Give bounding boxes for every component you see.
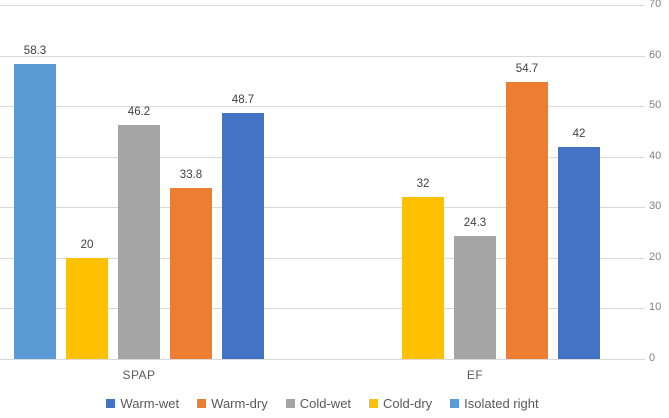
y-tick-label: 10 (649, 301, 662, 314)
gridline (0, 207, 645, 209)
y-tick-label: 60 (649, 48, 662, 61)
data-label-cold-dry-spap: 20 (80, 238, 94, 251)
category-label-ef: EF (466, 368, 484, 382)
data-label-warm-wet-spap: 48.7 (231, 93, 255, 106)
legend-swatch-icon (197, 399, 207, 408)
legend-item-cold-dry: Cold-dry (369, 396, 432, 411)
gridline (0, 5, 645, 6)
y-tick-label: 70 (649, 0, 662, 10)
bar-warm-dry-ef (506, 82, 548, 359)
gridline (0, 257, 645, 259)
bar-cold-dry-spap (66, 257, 108, 359)
x-axis-line (0, 359, 645, 360)
legend-label: Warm-dry (211, 396, 268, 411)
legend-label: Cold-wet (299, 396, 352, 411)
y-tick-label: 20 (649, 250, 662, 263)
data-label-warm-dry-spap: 33.8 (179, 169, 203, 182)
legend-swatch-icon (369, 399, 379, 408)
legend-swatch-icon (450, 399, 460, 408)
y-tick-label: 40 (649, 149, 662, 162)
gridline (0, 55, 645, 57)
legend-item-cold-wet: Cold-wet (285, 396, 352, 411)
legend-label: Isolated right (464, 396, 539, 411)
legend: Warm-wet Warm-dry Cold-wet Cold-dry Isolated… (0, 396, 645, 411)
legend-item-warm-wet: Warm-wet (106, 396, 179, 411)
bar-cold-dry-ef (402, 197, 444, 359)
legend-item-warm-dry: Warm-dry (197, 396, 268, 411)
bar-warm-wet-ef (558, 146, 600, 359)
legend-item-isolated-right: Isolated right (450, 396, 539, 411)
bar-warm-wet-spap (222, 112, 264, 359)
legend-label: Cold-dry (383, 396, 433, 411)
legend-swatch-icon (285, 399, 295, 408)
data-label-cold-wet-ef: 24.3 (463, 217, 487, 230)
data-label-cold-wet-spap: 46.2 (127, 106, 151, 119)
gridline (0, 106, 645, 108)
bar-isolated-right-spap (14, 64, 56, 359)
legend-swatch-icon (106, 399, 116, 408)
category-label-spap: SPAP (122, 368, 156, 382)
y-tick-label: 0 (649, 352, 656, 364)
bar-cold-wet-spap (118, 125, 160, 359)
gridline (0, 156, 645, 158)
gridline (0, 308, 645, 310)
data-label-warm-dry-ef: 54.7 (515, 63, 539, 76)
data-label-cold-dry-ef: 32 (416, 178, 430, 191)
y-tick-label: 30 (649, 200, 662, 213)
data-label-warm-wet-ef: 42 (572, 127, 586, 140)
bar-cold-wet-ef (454, 236, 496, 359)
data-label-isolated-right-spap: 58.3 (23, 45, 47, 58)
bar-warm-dry-spap (170, 188, 212, 359)
legend-label: Warm-wet (120, 396, 180, 411)
y-tick-label: 50 (649, 99, 662, 112)
